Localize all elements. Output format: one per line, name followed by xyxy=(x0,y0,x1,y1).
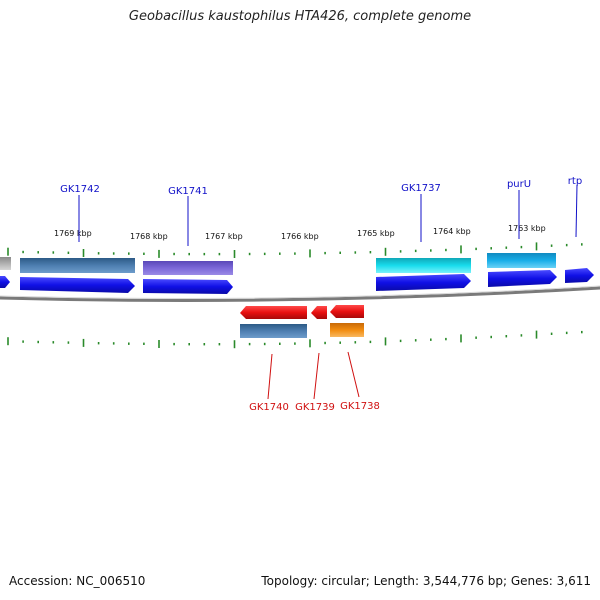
scale-ticks-top xyxy=(7,242,583,258)
leader-gk1738 xyxy=(347,351,360,398)
scale-label-1768: 1768 kbp xyxy=(130,232,168,241)
arrow-gk1742-forward[interactable] xyxy=(20,277,135,293)
genome-backbone-highlight xyxy=(0,285,600,299)
gene-label-gk1739[interactable]: GK1739 xyxy=(295,402,335,413)
forward-strand-arrows xyxy=(0,268,594,294)
feature-gk1741[interactable] xyxy=(143,261,233,275)
feature-bars-top xyxy=(0,253,556,275)
arrow-gk1740-reverse[interactable] xyxy=(240,306,307,319)
scale-labels: 1769 kbp 1768 kbp 1767 kbp 1766 kbp 1765… xyxy=(54,224,546,241)
arrow-gk1739-reverse[interactable] xyxy=(311,306,327,319)
feature-bars-bottom xyxy=(240,323,364,338)
top-label-leaders xyxy=(78,184,578,246)
genome-backbone xyxy=(0,286,600,302)
genome-summary-text: Topology: circular; Length: 3,544,776 bp… xyxy=(261,574,591,588)
gene-label-gk1742[interactable]: GK1742 xyxy=(60,184,100,195)
leader-gk1740 xyxy=(267,353,273,400)
scale-label-1766: 1766 kbp xyxy=(281,232,319,241)
leader-gk1739 xyxy=(313,352,320,400)
scale-label-1765: 1765 kbp xyxy=(357,229,395,238)
leader-rtp xyxy=(575,184,578,238)
arrow-gk1738-reverse[interactable] xyxy=(330,305,364,318)
feature-puru[interactable] xyxy=(487,253,556,268)
reverse-strand-arrows xyxy=(240,305,364,319)
gene-label-gk1741[interactable]: GK1741 xyxy=(168,186,208,197)
gene-label-gk1737[interactable]: GK1737 xyxy=(401,183,441,194)
scale-label-1764: 1764 kbp xyxy=(433,227,471,236)
gene-label-gk1738[interactable]: GK1738 xyxy=(340,401,380,412)
arrow-gk1737-forward[interactable] xyxy=(376,274,471,291)
bottom-label-leaders xyxy=(267,351,360,400)
feature-gray-edge[interactable] xyxy=(0,257,11,270)
scale-label-1769: 1769 kbp xyxy=(54,229,92,238)
arrow-puru-forward[interactable] xyxy=(488,270,557,287)
arrow-rtp-forward[interactable] xyxy=(565,268,594,283)
feature-gk1737[interactable] xyxy=(376,258,471,273)
feature-gk1738[interactable] xyxy=(330,323,364,337)
arrow-gk1741-forward[interactable] xyxy=(143,279,233,294)
gene-label-rtp[interactable]: rtp xyxy=(568,176,582,187)
scale-label-1763: 1763 kbp xyxy=(508,224,546,233)
top-gene-labels: GK1742 GK1741 GK1737 purU rtp xyxy=(60,176,582,197)
scale-ticks-bottom xyxy=(7,330,583,349)
arrow-forward-edge[interactable] xyxy=(0,276,10,288)
scale-label-1767: 1767 kbp xyxy=(205,232,243,241)
bottom-gene-labels: GK1740 GK1739 GK1738 xyxy=(249,401,380,413)
feature-gk1742[interactable] xyxy=(20,258,135,273)
genome-title: Geobacillus kaustophilus HTA426, complet… xyxy=(128,9,472,24)
accession-text: Accession: NC_006510 xyxy=(9,574,146,588)
gene-label-gk1740[interactable]: GK1740 xyxy=(249,402,289,413)
gene-label-puru[interactable]: purU xyxy=(507,179,531,190)
feature-gk1740[interactable] xyxy=(240,324,307,338)
